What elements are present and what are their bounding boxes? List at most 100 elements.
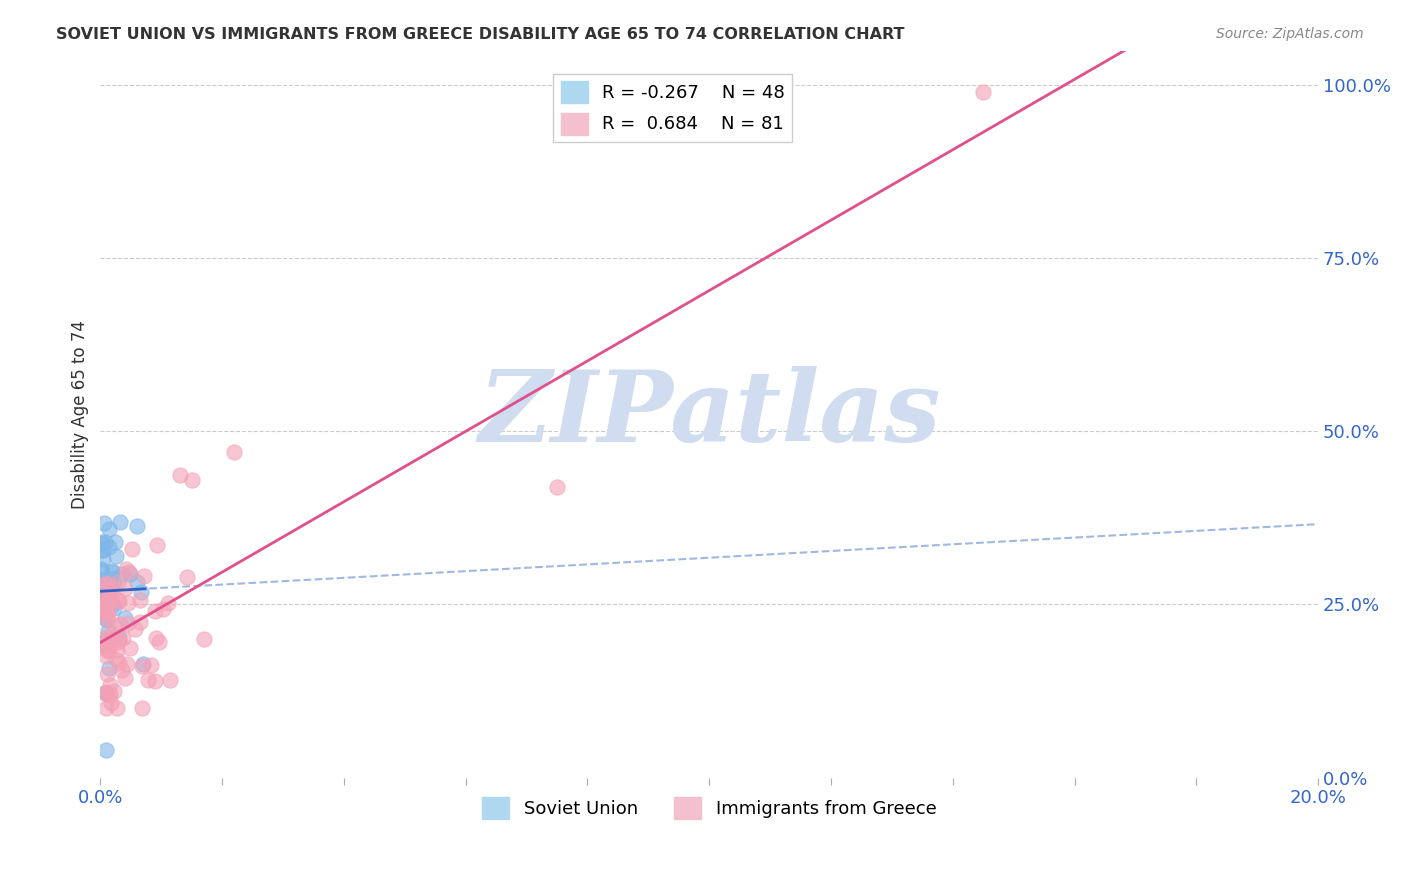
Soviet Union xyxy=(94,585,117,599)
Soviet Union xyxy=(91,605,114,619)
Soviet Union xyxy=(131,585,153,599)
Soviet Union xyxy=(114,611,136,625)
Immigrants from Greece xyxy=(105,643,128,657)
Immigrants from Greece xyxy=(546,480,568,494)
Immigrants from Greece xyxy=(107,635,129,649)
Soviet Union xyxy=(104,535,127,549)
Immigrants from Greece xyxy=(105,701,128,715)
Immigrants from Greece xyxy=(101,591,124,606)
Immigrants from Greece xyxy=(96,605,118,619)
Soviet Union xyxy=(90,562,112,576)
Immigrants from Greece xyxy=(96,600,118,615)
Soviet Union xyxy=(90,535,112,549)
Immigrants from Greece xyxy=(156,597,179,611)
Immigrants from Greece xyxy=(118,640,141,655)
Immigrants from Greece xyxy=(159,673,181,687)
Soviet Union xyxy=(111,566,134,581)
Immigrants from Greece xyxy=(131,701,153,715)
Soviet Union xyxy=(90,542,112,557)
Immigrants from Greece xyxy=(193,632,215,646)
Immigrants from Greece xyxy=(96,701,118,715)
Soviet Union xyxy=(100,564,122,578)
Soviet Union xyxy=(91,543,114,558)
Immigrants from Greece xyxy=(96,630,118,644)
Immigrants from Greece xyxy=(107,593,129,607)
Immigrants from Greece xyxy=(138,673,160,688)
Soviet Union xyxy=(90,586,112,600)
Immigrants from Greece xyxy=(108,632,131,647)
Soviet Union xyxy=(98,522,121,536)
Immigrants from Greece xyxy=(97,688,120,702)
Soviet Union xyxy=(93,516,115,530)
Soviet Union xyxy=(91,551,114,566)
Immigrants from Greece xyxy=(96,642,118,657)
Text: SOVIET UNION VS IMMIGRANTS FROM GREECE DISABILITY AGE 65 TO 74 CORRELATION CHART: SOVIET UNION VS IMMIGRANTS FROM GREECE D… xyxy=(56,27,904,42)
Soviet Union xyxy=(103,575,125,590)
Immigrants from Greece xyxy=(96,600,118,615)
Immigrants from Greece xyxy=(100,628,122,642)
Soviet Union xyxy=(90,638,112,652)
Soviet Union xyxy=(91,593,114,607)
Immigrants from Greece xyxy=(134,569,156,583)
Soviet Union xyxy=(105,549,128,563)
Immigrants from Greece xyxy=(117,615,139,630)
Immigrants from Greece xyxy=(97,644,120,658)
Soviet Union xyxy=(93,598,115,612)
Immigrants from Greece xyxy=(96,612,118,626)
Immigrants from Greece xyxy=(176,570,198,584)
Soviet Union xyxy=(91,604,114,618)
Immigrants from Greece xyxy=(103,684,125,698)
Soviet Union xyxy=(97,661,120,675)
Immigrants from Greece xyxy=(114,581,136,595)
Immigrants from Greece xyxy=(98,687,121,701)
Immigrants from Greece xyxy=(96,599,118,613)
Soviet Union xyxy=(110,515,132,529)
Immigrants from Greece xyxy=(96,605,118,619)
Soviet Union xyxy=(100,582,122,596)
Soviet Union xyxy=(98,540,121,554)
Soviet Union xyxy=(94,534,117,549)
Soviet Union xyxy=(94,632,117,647)
Immigrants from Greece xyxy=(96,634,118,648)
Immigrants from Greece xyxy=(96,607,118,621)
Immigrants from Greece xyxy=(143,604,166,618)
Immigrants from Greece xyxy=(96,648,118,663)
Soviet Union xyxy=(118,566,141,581)
Soviet Union xyxy=(97,624,120,638)
Soviet Union xyxy=(108,630,131,644)
Soviet Union xyxy=(90,563,112,577)
Immigrants from Greece xyxy=(96,578,118,592)
Immigrants from Greece xyxy=(117,596,139,610)
Soviet Union xyxy=(93,591,115,605)
Immigrants from Greece xyxy=(129,593,152,607)
Immigrants from Greece xyxy=(131,658,153,673)
Immigrants from Greece xyxy=(100,581,122,595)
Soviet Union xyxy=(91,573,114,587)
Immigrants from Greece xyxy=(96,638,118,652)
Immigrants from Greece xyxy=(96,597,118,611)
Soviet Union xyxy=(101,565,124,579)
Immigrants from Greece xyxy=(107,574,129,589)
Immigrants from Greece xyxy=(114,562,136,576)
Immigrants from Greece xyxy=(103,618,125,632)
Text: Source: ZipAtlas.com: Source: ZipAtlas.com xyxy=(1216,27,1364,41)
Immigrants from Greece xyxy=(96,637,118,651)
Immigrants from Greece xyxy=(180,473,202,487)
Immigrants from Greece xyxy=(98,642,121,657)
Immigrants from Greece xyxy=(100,633,122,648)
Immigrants from Greece xyxy=(100,696,122,710)
Legend: Soviet Union, Immigrants from Greece: Soviet Union, Immigrants from Greece xyxy=(475,790,943,827)
Immigrants from Greece xyxy=(96,686,118,700)
Immigrants from Greece xyxy=(115,657,138,671)
Immigrants from Greece xyxy=(152,602,174,616)
Soviet Union xyxy=(91,590,114,604)
Soviet Union xyxy=(91,536,114,550)
Soviet Union xyxy=(103,600,125,615)
Soviet Union xyxy=(100,598,122,612)
Immigrants from Greece xyxy=(96,591,118,606)
Immigrants from Greece xyxy=(169,468,191,483)
Immigrants from Greece xyxy=(108,617,131,632)
Text: ZIPatlas: ZIPatlas xyxy=(478,366,941,462)
Soviet Union xyxy=(91,582,114,596)
Immigrants from Greece xyxy=(224,445,246,459)
